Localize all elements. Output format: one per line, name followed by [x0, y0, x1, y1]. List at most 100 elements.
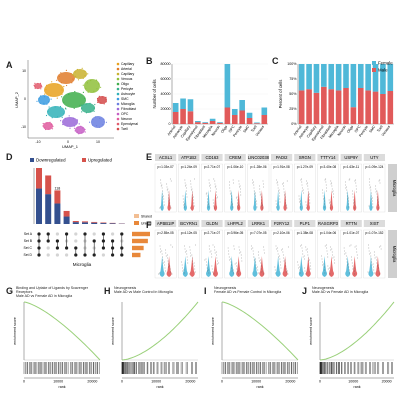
- set-size-bar: [132, 245, 144, 251]
- umap-point: [84, 128, 86, 131]
- jitter-point: [239, 186, 240, 188]
- umap-legend-label: Tcell: [121, 127, 128, 131]
- jitter-point: [309, 262, 311, 264]
- jitter-point: [170, 244, 172, 246]
- jitter-point: [163, 201, 165, 203]
- jitter-point: [275, 248, 277, 250]
- umap-point: [43, 96, 46, 98]
- gsea-plot-i: enrichment score 0 10000 20000 rank: [211, 301, 299, 389]
- jitter-point: [181, 261, 183, 263]
- umap-point: [82, 84, 84, 86]
- p-value: p=1.06e-10: [227, 165, 243, 169]
- x-tick-label: 10000: [251, 380, 261, 384]
- panel-label-e: E: [146, 152, 153, 162]
- jitter-point: [332, 257, 334, 259]
- umap-point: [93, 107, 95, 109]
- violin-shape: [259, 256, 265, 277]
- jitter-point: [231, 267, 233, 269]
- jitter-point: [262, 183, 264, 185]
- jitter-point: [167, 188, 169, 190]
- jitter-point: [239, 249, 240, 251]
- jitter-point: [207, 270, 208, 272]
- umap-point: [45, 114, 48, 117]
- jitter-point: [212, 244, 214, 246]
- jitter-point: [332, 190, 334, 192]
- facet-box: [340, 229, 362, 279]
- jitter-point: [307, 185, 309, 187]
- jitter-point: [191, 191, 193, 193]
- jitter-point: [324, 272, 326, 274]
- bar-female: [187, 99, 194, 112]
- umap-xtick: -10: [35, 140, 40, 144]
- jitter-point: [208, 179, 210, 181]
- jitter-point: [347, 264, 348, 266]
- umap-point: [56, 116, 59, 118]
- umap-point: [60, 82, 63, 84]
- jitter-point: [183, 204, 185, 206]
- jitter-point: [278, 189, 280, 191]
- jitter-point: [372, 263, 374, 265]
- jitter-point: [275, 200, 277, 202]
- jitter-point: [206, 264, 208, 266]
- jitter-point: [254, 192, 256, 194]
- y-tick-label: 75%: [289, 77, 297, 81]
- jitter-point: [374, 257, 376, 259]
- jitter-point: [258, 257, 260, 259]
- jitter-point: [331, 185, 333, 187]
- jitter-point: [253, 259, 255, 261]
- p-value: p=3.96e-05: [227, 231, 243, 235]
- jitter-point: [238, 183, 240, 185]
- jitter-point: [308, 260, 309, 262]
- jitter-point: [240, 191, 241, 193]
- umap-point: [63, 85, 65, 88]
- facet-box: [224, 163, 246, 213]
- umap-legend-swatch: [116, 72, 120, 76]
- legend-label: Female: [378, 61, 393, 66]
- x-tick-label: 0: [23, 380, 25, 384]
- jitter-point: [229, 190, 231, 192]
- umap-point: [46, 122, 48, 124]
- jitter-point: [302, 250, 303, 252]
- umap-point: [65, 108, 67, 110]
- umap-point: [63, 112, 65, 114]
- bar-female: [298, 64, 305, 91]
- jitter-point: [206, 261, 207, 263]
- p-value: p=2.71e-07: [204, 165, 220, 169]
- jitter-point: [378, 267, 379, 269]
- jitter-point: [206, 192, 208, 194]
- umap-point: [80, 125, 82, 127]
- jitter-point: [194, 271, 196, 273]
- jitter-point: [307, 188, 309, 190]
- bar-female: [343, 64, 349, 88]
- umap-point: [81, 67, 83, 69]
- umap-point: [79, 104, 81, 106]
- jitter-point: [277, 247, 278, 249]
- jitter-point: [353, 267, 355, 269]
- jitter-point: [354, 204, 355, 206]
- jitter-point: [345, 252, 347, 254]
- jitter-point: [301, 184, 303, 186]
- gene-label: APBB1IP: [157, 221, 175, 226]
- jitter-point: [371, 261, 372, 263]
- bar-value-label: 118: [55, 186, 61, 190]
- jitter-point: [192, 260, 193, 262]
- jitter-point: [253, 256, 255, 258]
- jitter-point: [227, 247, 229, 249]
- y-axis-label: enrichment score: [13, 317, 17, 345]
- umap-legend-swatch: [116, 117, 120, 121]
- violin-shape: [206, 190, 211, 211]
- jitter-point: [369, 253, 370, 255]
- jitter-point: [169, 178, 171, 180]
- jitter-point: [191, 254, 193, 256]
- jitter-point: [278, 192, 280, 194]
- x-tick-label: 10000: [348, 380, 358, 384]
- y-tick-label: 0%: [291, 122, 297, 126]
- gene-header: [201, 220, 223, 227]
- jitter-point: [239, 252, 241, 254]
- gene-header: [317, 154, 339, 161]
- jitter-point: [300, 203, 301, 205]
- gene-label: TTTY14: [320, 155, 336, 160]
- p-value: p=1.04e-06: [320, 231, 336, 235]
- umap-point: [84, 70, 86, 72]
- jitter-point: [347, 197, 349, 199]
